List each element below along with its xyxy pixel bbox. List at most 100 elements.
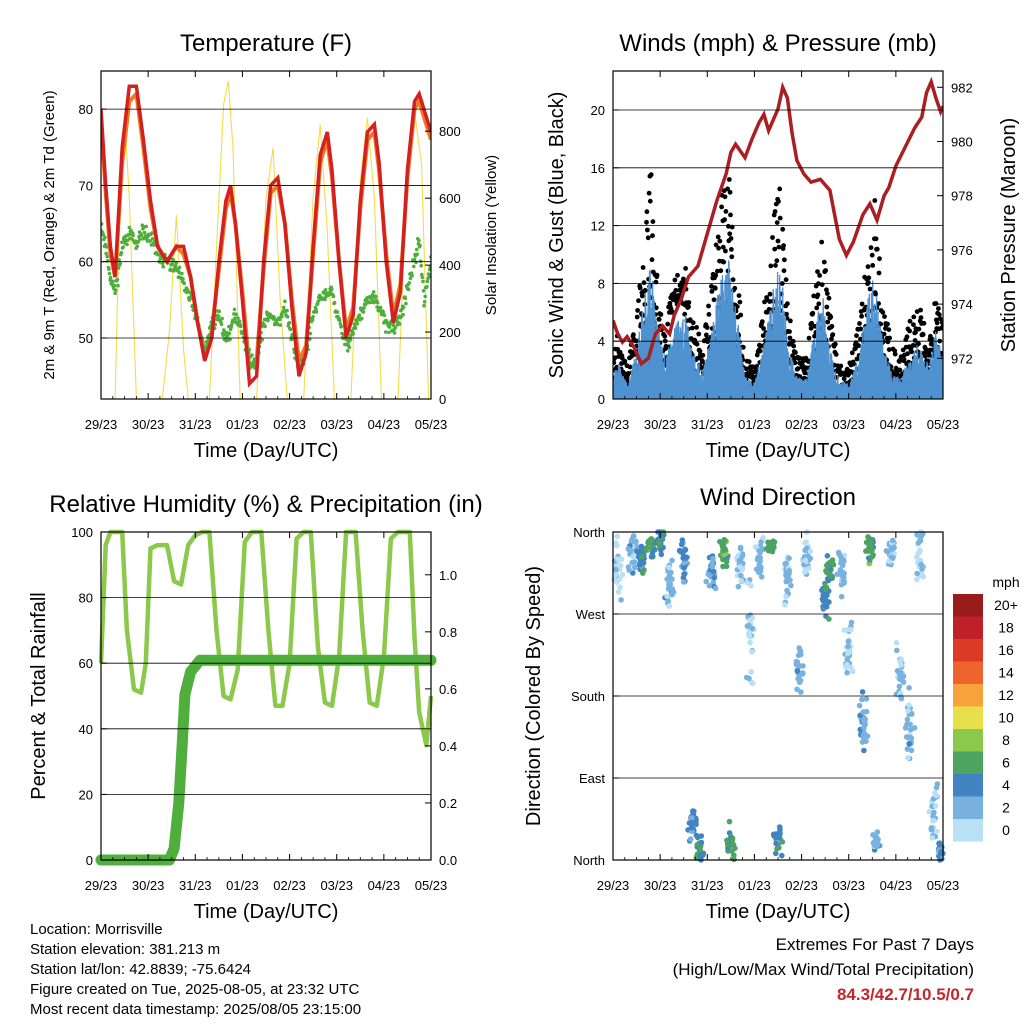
gust-point — [821, 259, 827, 265]
direction-point — [934, 828, 940, 835]
direction-point — [619, 572, 626, 578]
gust-point — [933, 301, 939, 306]
winds-ytick-label: 12 — [591, 219, 605, 234]
direction-point — [744, 580, 750, 586]
dewpoint-point — [182, 281, 186, 286]
dewpoint-point — [272, 315, 276, 320]
direction-point — [747, 633, 753, 640]
dewpoint-point — [221, 333, 225, 338]
gust-point — [873, 291, 878, 297]
dewpoint-point — [113, 288, 118, 293]
gust-point — [872, 198, 878, 203]
gust-point — [882, 314, 887, 319]
dewpoint-point — [215, 317, 219, 322]
gust-point — [783, 277, 789, 283]
direction-xtick-label: 05/23 — [927, 878, 960, 893]
gust-point — [791, 343, 797, 349]
dewpoint-point — [410, 273, 414, 278]
direction-point — [931, 809, 937, 816]
gust-point — [918, 315, 924, 320]
speed-legend-label: 20+ — [994, 597, 1018, 613]
dewpoint-point — [347, 345, 352, 350]
direction-point — [748, 669, 754, 675]
speed-legend-swatch — [953, 594, 983, 617]
gust-point — [650, 219, 656, 225]
gust-point — [828, 314, 834, 320]
dewpoint-point — [216, 314, 221, 319]
gust-point — [859, 313, 864, 319]
dewpoint-point — [425, 285, 429, 289]
humidity-xtick-label: 31/23 — [179, 878, 212, 893]
dewpoint-point — [234, 312, 238, 317]
dewpoint-point — [171, 258, 176, 262]
direction-point — [868, 543, 874, 550]
dewpoint-point — [327, 292, 332, 297]
temperature-ytick-label: 60 — [79, 255, 93, 270]
dewpoint-point — [135, 244, 139, 249]
humidity-xtick-label: 30/23 — [132, 878, 165, 893]
gust-point — [644, 209, 650, 215]
direction-point — [617, 584, 623, 590]
direction-point — [681, 571, 687, 577]
gust-point — [887, 335, 892, 341]
gust-point — [825, 319, 831, 325]
direction-xtick-label: 29/23 — [597, 878, 630, 893]
dewpoint-point — [131, 233, 135, 238]
gust-point — [687, 317, 693, 323]
gust-point — [738, 312, 744, 318]
gust-point — [876, 270, 882, 276]
direction-point — [706, 583, 713, 589]
gust-point — [816, 301, 822, 307]
temperature-xtick-label: 29/23 — [85, 417, 118, 432]
direction-point — [764, 545, 770, 552]
direction-point — [797, 648, 804, 654]
direction-point — [784, 587, 790, 594]
gust-point — [934, 320, 940, 326]
dewpoint-point — [361, 310, 366, 314]
gust-point — [776, 244, 782, 250]
humidity-xtick-label: 04/23 — [368, 878, 401, 893]
gust-point — [650, 233, 655, 239]
direction-point — [919, 566, 925, 572]
dewpoint-point — [353, 326, 358, 330]
gust-point — [781, 268, 787, 274]
gust-point — [734, 304, 740, 309]
dewpoint-point — [422, 300, 427, 304]
dewpoint-point — [393, 326, 398, 330]
humidity-xtick-label: 03/23 — [320, 878, 353, 893]
dewpoint-point — [142, 230, 147, 235]
dewpoint-point — [113, 291, 117, 296]
direction-point — [705, 571, 712, 578]
gust-point — [937, 316, 943, 322]
gust-point — [858, 326, 864, 332]
dewpoint-point — [250, 353, 254, 357]
gust-point — [681, 276, 686, 282]
direction-point — [822, 586, 829, 593]
gust-point — [694, 341, 700, 347]
gust-point — [910, 343, 916, 348]
dewpoint-point — [280, 314, 284, 319]
gust-point — [662, 333, 668, 339]
direction-point — [864, 733, 871, 739]
speed-legend-label: 16 — [998, 642, 1014, 658]
dewpoint-point — [374, 295, 378, 299]
gust-point — [696, 331, 702, 337]
extremes-box: Extremes For Past 7 Days (High/Low/Max W… — [673, 932, 974, 1007]
direction-point — [749, 625, 755, 632]
dewpoint-point — [337, 318, 342, 323]
gust-point — [614, 364, 620, 370]
gust-point — [613, 360, 617, 366]
dewpoint-point — [351, 332, 356, 336]
speed-legend-label: 12 — [998, 687, 1014, 703]
direction-point — [914, 570, 920, 577]
gust-point — [654, 272, 660, 278]
winds-ytick-label: 4 — [598, 334, 605, 349]
dewpoint-point — [237, 319, 242, 324]
direction-xtick-label: 03/23 — [832, 878, 865, 893]
dewpoint-point — [348, 337, 353, 342]
gust-point — [792, 360, 798, 366]
direction-point — [711, 574, 718, 581]
gust-point — [785, 301, 790, 307]
direction-point — [865, 534, 871, 540]
direction-point — [614, 579, 620, 585]
